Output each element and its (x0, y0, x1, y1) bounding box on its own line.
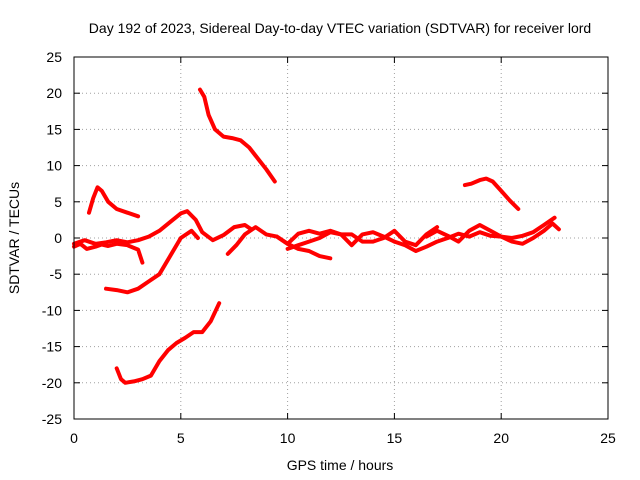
series-line-arc-6 (198, 87, 277, 184)
y-tick-label: -15 (42, 339, 62, 355)
series-line-arc-9 (285, 225, 440, 251)
series-line-arc-10 (392, 215, 557, 253)
series-line-arc-2 (72, 241, 145, 265)
x-tick-labels: 0 5 10 15 20 25 (70, 430, 616, 446)
y-tick-label: 10 (46, 158, 62, 174)
x-tick-label: 0 (70, 430, 78, 446)
series-line-arc-12 (462, 176, 521, 211)
x-tick-label: 15 (387, 430, 403, 446)
x-axis-label: GPS time / hours (287, 457, 394, 473)
x-tick-label: 25 (600, 430, 616, 446)
y-axis-label: SDTVAR / TECUs (6, 182, 22, 294)
y-tick-label: -25 (42, 411, 62, 427)
y-tick-label: 0 (54, 230, 62, 246)
series-layer (72, 87, 561, 385)
chart-title: Day 192 of 2023, Sidereal Day-to-day VTE… (89, 20, 591, 36)
y-tick-label: 20 (46, 85, 62, 101)
axis-ticks (73, 56, 609, 420)
y-tick-label: -10 (42, 302, 62, 318)
y-tick-label: 15 (46, 121, 62, 137)
series-line-arc-1 (72, 209, 254, 246)
x-tick-label: 10 (280, 430, 296, 446)
y-tick-label: -20 (42, 375, 62, 391)
y-tick-label: -5 (50, 266, 63, 282)
grid-lines (74, 57, 608, 419)
series-line-arc-5 (114, 301, 222, 385)
x-tick-label: 5 (177, 430, 185, 446)
y-tick-label: 25 (46, 49, 62, 65)
series-line-arc-11 (424, 221, 561, 246)
y-tick-label: 5 (54, 194, 62, 210)
series-line-arc-4 (104, 228, 200, 295)
series-line-arc-3 (87, 185, 141, 219)
x-tick-label: 20 (493, 430, 509, 446)
y-tick-labels: -25 -20 -15 -10 -5 0 5 10 15 20 25 (42, 49, 62, 427)
